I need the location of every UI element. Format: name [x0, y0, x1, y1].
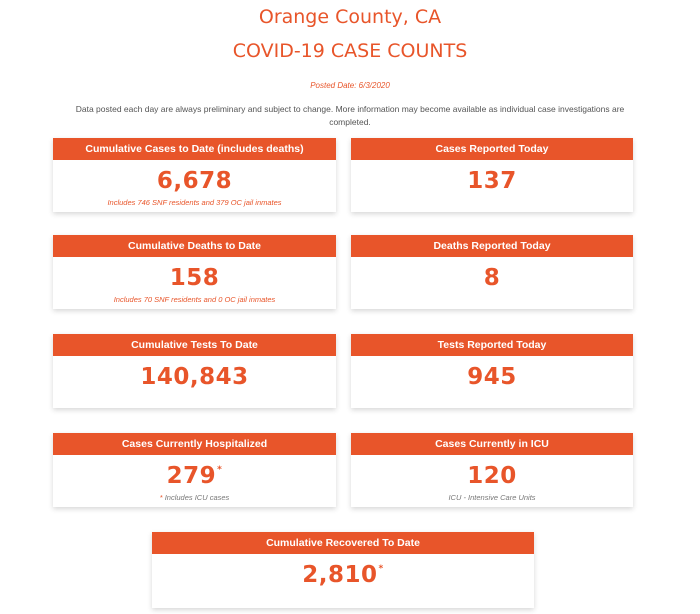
footnote-mark: * — [159, 493, 163, 502]
icu-value: 120 — [467, 463, 517, 489]
card-header: Cases Currently in ICU — [351, 433, 633, 455]
cumulative-cases-note: Includes 746 SNF residents and 379 OC ja… — [107, 198, 282, 207]
card-cases-today: Cases Reported Today 137 — [351, 138, 633, 212]
card-cumulative-tests: Cumulative Tests To Date 140,843 — [53, 334, 336, 408]
footnote-mark: * — [217, 465, 223, 475]
posted-date: Posted Date: 6/3/2020 — [310, 81, 390, 90]
cases-today-value: 137 — [467, 168, 517, 194]
card-header: Cumulative Cases to Date (includes death… — [53, 138, 336, 160]
hospitalized-value: 279* — [53, 463, 336, 489]
tests-today-value: 945 — [467, 364, 517, 390]
card-cumulative-deaths: Cumulative Deaths to Date 158 Includes 7… — [53, 235, 336, 309]
card-header: Cumulative Tests To Date — [53, 334, 336, 356]
card-cumulative-cases: Cumulative Cases to Date (includes death… — [53, 138, 336, 212]
deaths-today-value: 8 — [483, 265, 501, 291]
card-header: Tests Reported Today — [351, 334, 633, 356]
footnote-mark: * — [378, 564, 384, 574]
card-deaths-today: Deaths Reported Today 8 — [351, 235, 633, 309]
card-header: Cumulative Deaths to Date — [53, 235, 336, 257]
cumulative-tests-value: 140,843 — [140, 364, 249, 390]
icu-note: ICU - Intensive Care Units — [448, 493, 536, 502]
card-tests-today: Tests Reported Today 945 — [351, 334, 633, 408]
cumulative-deaths-note: Includes 70 SNF residents and 0 OC jail … — [113, 295, 276, 304]
county-title: Orange County, CA — [258, 6, 442, 28]
hospitalized-number: 279 — [166, 463, 217, 489]
card-icu: Cases Currently in ICU 120 ICU - Intensi… — [351, 433, 633, 507]
page-title: COVID-19 CASE COUNTS — [232, 40, 468, 62]
card-header: Deaths Reported Today — [351, 235, 633, 257]
card-header: Cases Reported Today — [351, 138, 633, 160]
disclaimer-text: Data posted each day are always prelimin… — [75, 104, 625, 127]
hospitalized-note: * Includes ICU cases — [53, 493, 336, 502]
hospitalized-note-text: Includes ICU cases — [164, 493, 230, 502]
card-recovered: Cumulative Recovered To Date 2,810* — [152, 532, 534, 608]
cumulative-deaths-value: 158 — [169, 265, 220, 291]
card-header: Cumulative Recovered To Date — [152, 532, 534, 554]
recovered-number: 2,810 — [302, 562, 378, 588]
recovered-value: 2,810* — [152, 562, 534, 588]
cumulative-cases-value: 6,678 — [156, 168, 233, 194]
card-hospitalized: Cases Currently Hospitalized 279* * Incl… — [53, 433, 336, 507]
card-header: Cases Currently Hospitalized — [53, 433, 336, 455]
